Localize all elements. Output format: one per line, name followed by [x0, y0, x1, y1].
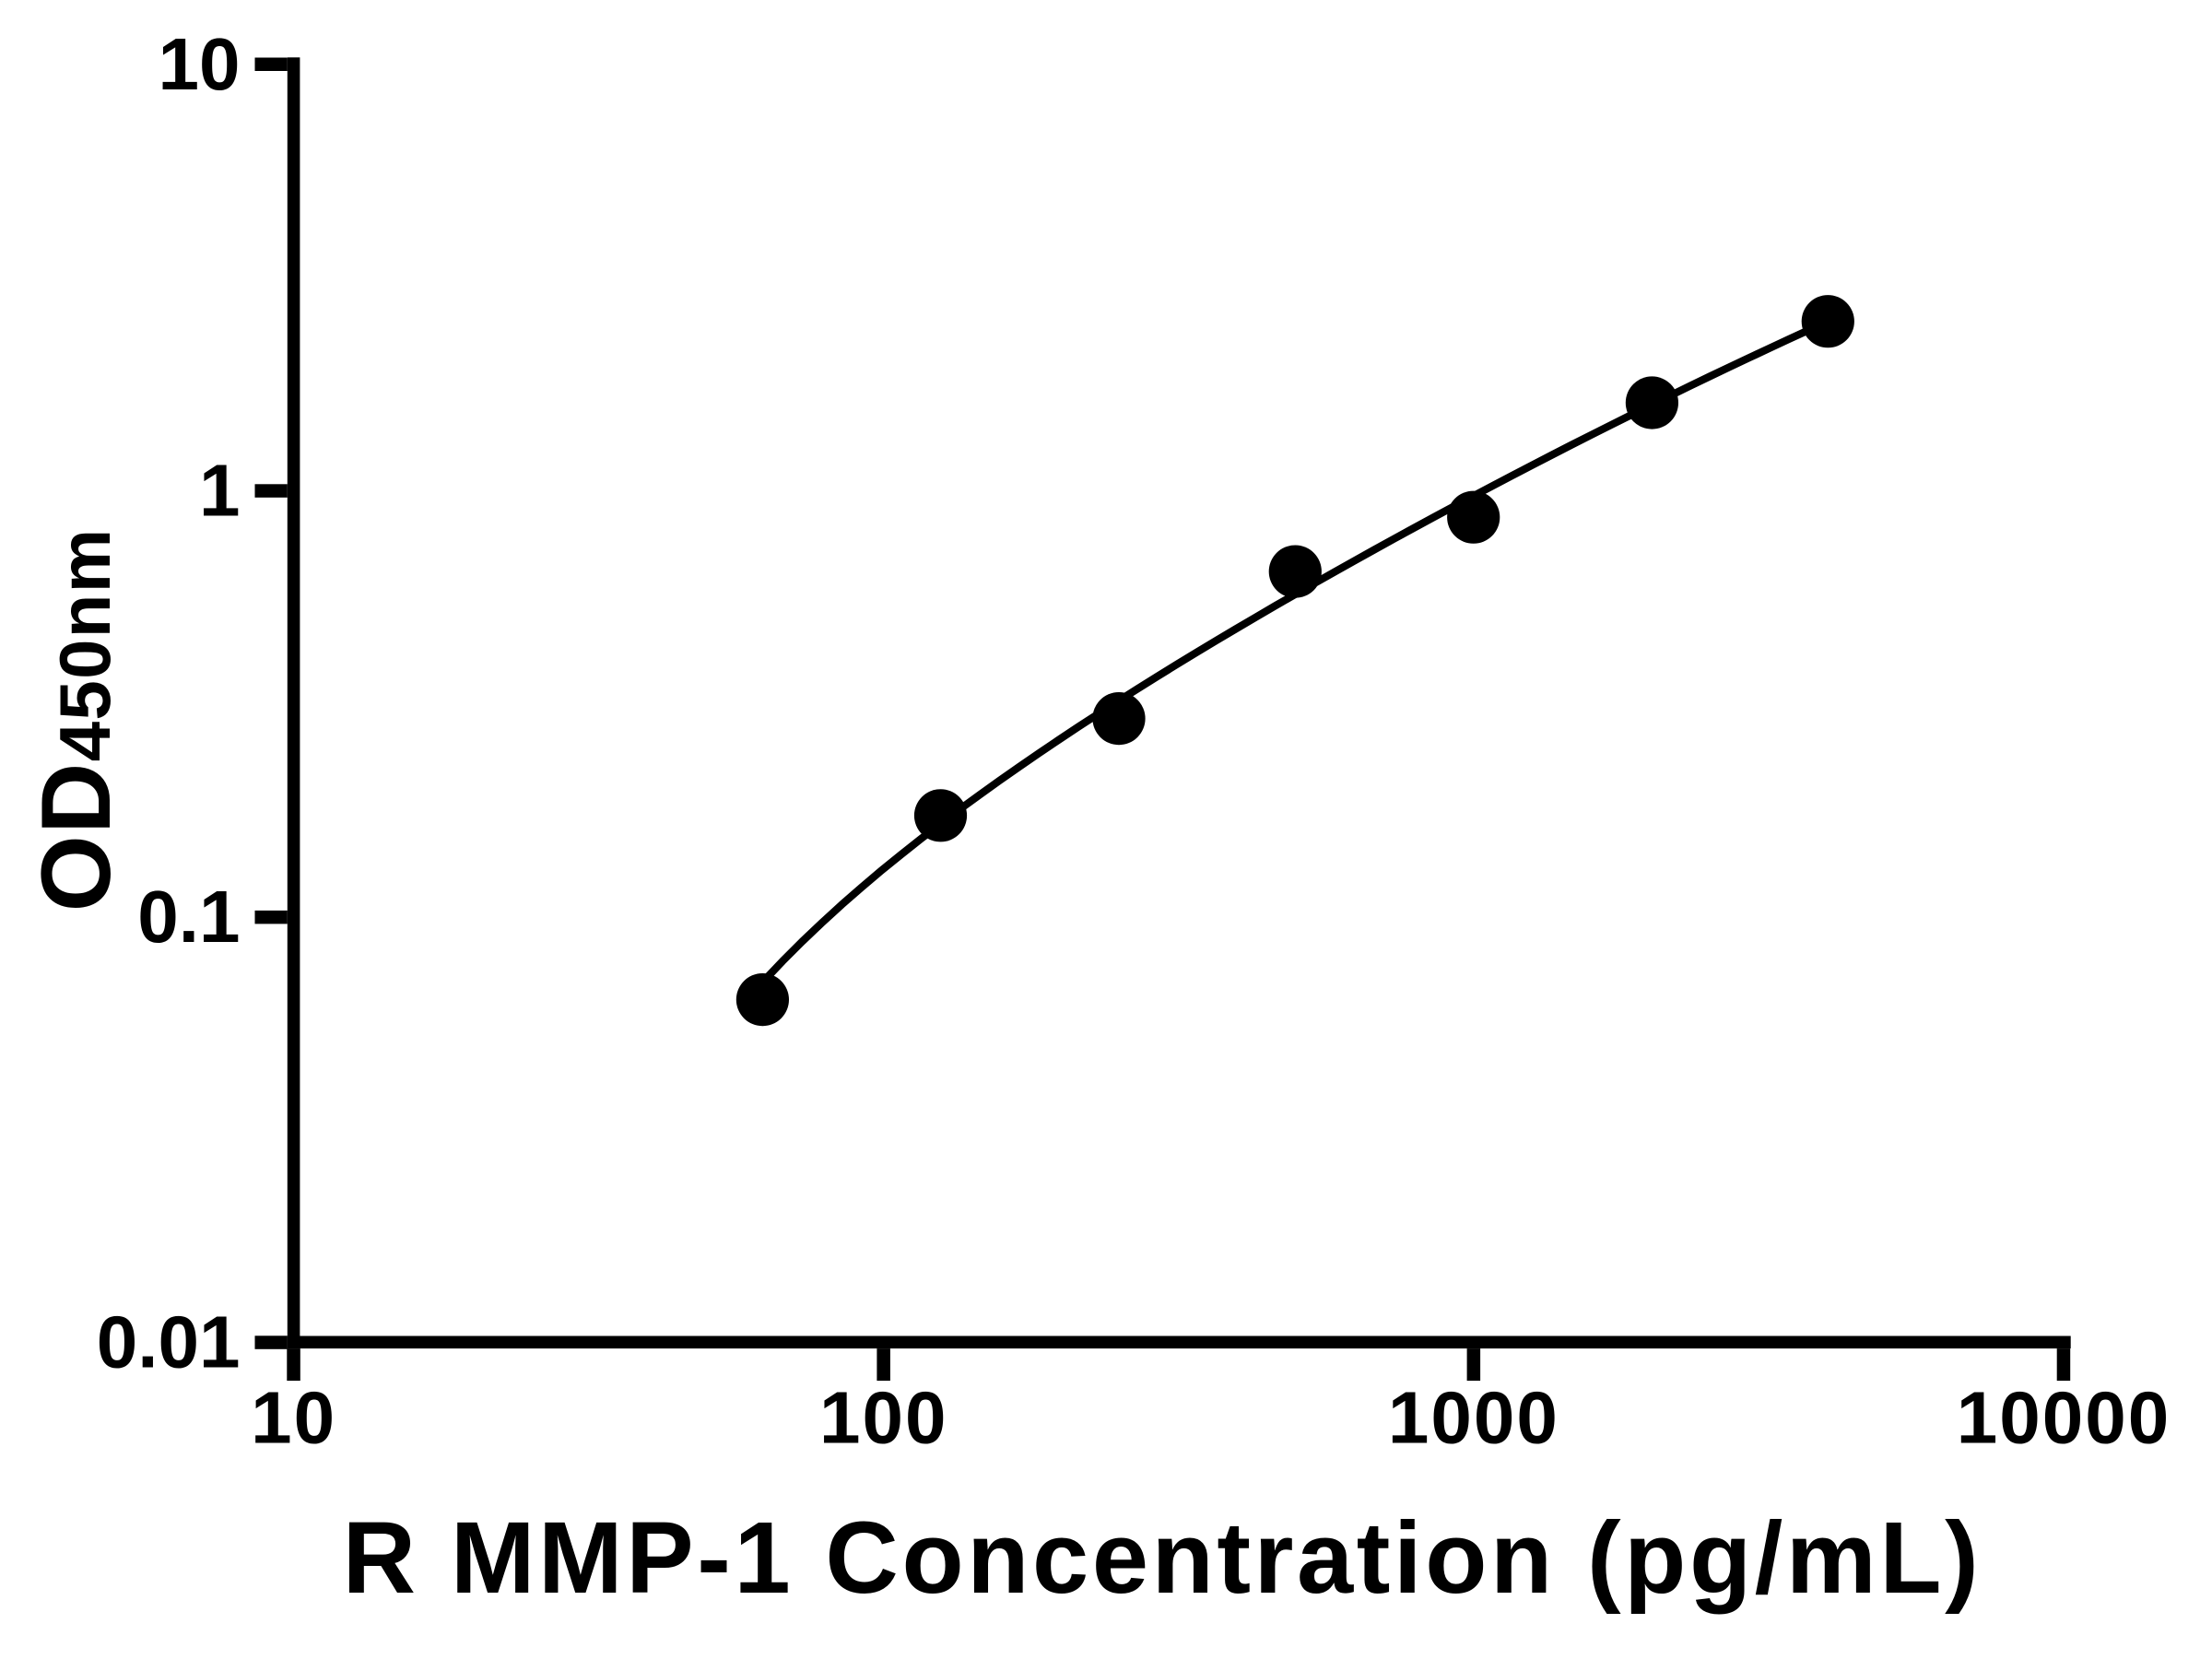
svg-text:1: 1: [199, 450, 241, 532]
svg-text:10: 10: [251, 1377, 336, 1459]
svg-text:0.1: 0.1: [137, 876, 240, 958]
svg-text:10000: 10000: [1957, 1377, 2171, 1459]
svg-text:0.01: 0.01: [97, 1301, 241, 1383]
svg-text:10: 10: [159, 23, 241, 105]
svg-text:1000: 1000: [1388, 1377, 1559, 1459]
svg-text:R MMP-1 Concentration (pg/mL): R MMP-1 Concentration (pg/mL): [343, 1501, 1983, 1615]
svg-text:100: 100: [819, 1377, 947, 1459]
